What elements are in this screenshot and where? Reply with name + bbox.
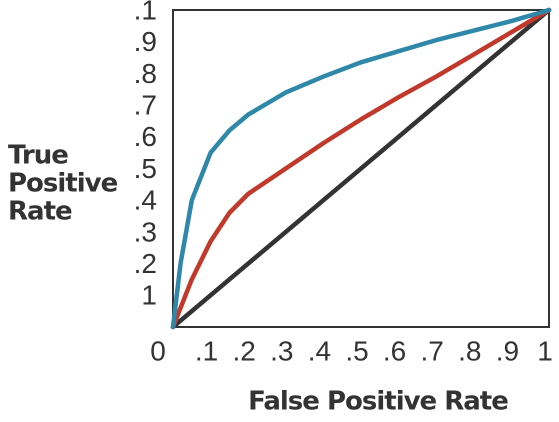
x-tick-label: 1 [537, 335, 553, 366]
x-tick-label: .6 [383, 335, 406, 366]
plot-frame [172, 9, 550, 328]
y-tick-label: .1 [134, 0, 157, 25]
y-tick-label: .2 [134, 248, 157, 279]
x-tick-label: 0 [150, 335, 166, 366]
x-tick-label: .8 [458, 335, 481, 366]
y-tick-label: .6 [134, 121, 157, 152]
x-tick-label: .7 [421, 335, 444, 366]
y-axis-label: True [8, 141, 68, 171]
y-tick-label: .9 [134, 26, 157, 57]
x-tick-label: .4 [308, 335, 331, 366]
y-tick-label: .4 [134, 185, 157, 216]
x-tick-label: .3 [270, 335, 293, 366]
y-tick-label: .7 [134, 89, 157, 120]
x-axis-label: False Positive Rate [248, 387, 508, 417]
roc-line [170, 7, 552, 330]
y-tick-label: 1 [141, 280, 157, 311]
x-tick-label: .2 [233, 335, 256, 366]
x-tick-label: .5 [345, 335, 368, 366]
y-tick-label: .8 [134, 58, 157, 89]
x-tick-label: .9 [496, 335, 519, 366]
y-axis-label: Positive [8, 169, 118, 199]
roc-line [170, 7, 552, 330]
y-axis-label: Rate [8, 197, 72, 227]
x-tick-label: .1 [195, 335, 218, 366]
roc-line [170, 7, 552, 330]
y-tick-label: .5 [134, 153, 157, 184]
y-tick-label: .3 [134, 216, 157, 247]
